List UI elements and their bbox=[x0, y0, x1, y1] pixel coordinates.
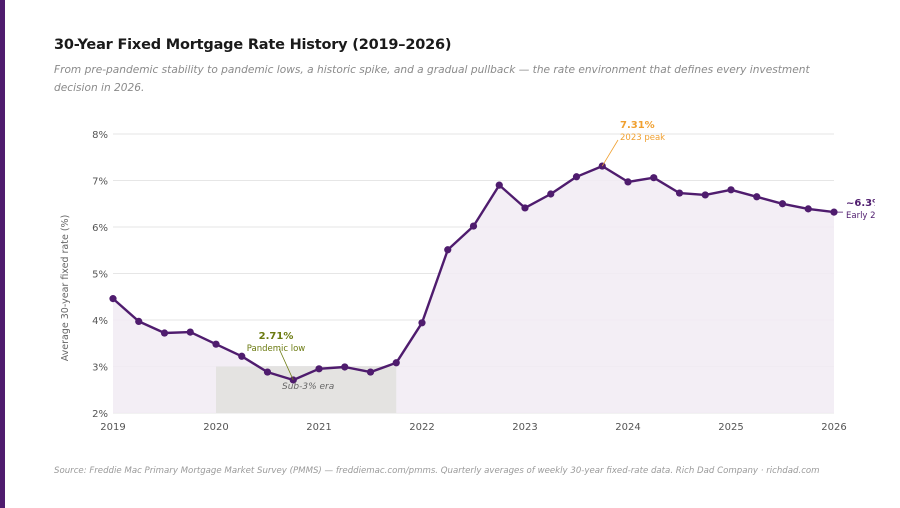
data-point bbox=[727, 186, 735, 194]
x-tick-label: 2021 bbox=[306, 422, 331, 433]
x-tick-label: 2026 bbox=[821, 422, 846, 433]
x-tick-label: 2024 bbox=[615, 422, 640, 433]
pandemic-low-value: 2.71% bbox=[259, 331, 294, 342]
data-point bbox=[547, 190, 555, 198]
area-fill bbox=[113, 166, 834, 413]
x-tick-label: 2019 bbox=[100, 422, 125, 433]
source-footnote: Source: Freddie Mac Primary Mortgage Mar… bbox=[54, 466, 820, 476]
chart-area: 2% 3% 4% 5% 6% 7% 8% 2019 2020 2021 2022 2023 2024 20… bbox=[60, 120, 875, 433]
x-tick-label: 2020 bbox=[203, 422, 228, 433]
accent-bar bbox=[0, 0, 5, 508]
data-point bbox=[160, 329, 169, 337]
data-point bbox=[135, 317, 143, 325]
peak-label: 2023 peak bbox=[620, 133, 665, 143]
line-chart: 2% 3% 4% 5% 6% 7% 8% 2019 2020 2021 2022 2023 2024 20… bbox=[60, 120, 875, 433]
data-point bbox=[186, 328, 194, 336]
x-tick-label: 2023 bbox=[512, 422, 537, 433]
chart-subtitle: From pre-pandemic stability to pandemic … bbox=[54, 64, 810, 94]
data-point bbox=[572, 173, 581, 181]
end-value: ~6.3% bbox=[846, 198, 875, 209]
data-point bbox=[778, 200, 787, 208]
data-point bbox=[444, 246, 452, 254]
sub-3-era-label: Sub-3% era bbox=[282, 382, 334, 392]
x-tick-label: 2022 bbox=[409, 422, 434, 433]
data-point bbox=[521, 204, 529, 212]
pandemic-low-leader bbox=[278, 348, 294, 381]
data-point bbox=[238, 352, 246, 360]
y-tick-label: 7% bbox=[92, 177, 108, 188]
data-point bbox=[263, 368, 272, 376]
data-point bbox=[366, 368, 375, 376]
data-point bbox=[753, 193, 761, 201]
data-point bbox=[624, 178, 632, 186]
pandemic-low-label: Pandemic low bbox=[247, 344, 306, 354]
y-tick-label: 6% bbox=[92, 223, 108, 234]
data-point bbox=[341, 363, 349, 371]
peak-leader bbox=[601, 139, 619, 167]
data-point bbox=[675, 189, 684, 197]
chart-title: 30-Year Fixed Mortgage Rate History (201… bbox=[54, 37, 452, 53]
data-point bbox=[701, 191, 709, 199]
x-tick-label: 2025 bbox=[718, 422, 743, 433]
y-tick-label: 8% bbox=[92, 130, 108, 141]
peak-value: 7.31% bbox=[620, 120, 655, 131]
y-axis-label: Average 30-year fixed rate (%) bbox=[60, 215, 71, 362]
data-point bbox=[469, 222, 478, 230]
data-point bbox=[418, 319, 426, 327]
data-point bbox=[804, 205, 812, 213]
y-tick-label: 2% bbox=[92, 409, 108, 420]
y-tick-label: 4% bbox=[92, 316, 108, 327]
data-point bbox=[212, 340, 220, 348]
y-tick-label: 3% bbox=[92, 363, 108, 374]
data-point bbox=[495, 181, 503, 189]
data-point bbox=[650, 174, 658, 182]
end-label: Early 2026 bbox=[846, 211, 875, 221]
data-point bbox=[392, 359, 400, 367]
data-point bbox=[315, 365, 323, 373]
data-point bbox=[109, 295, 117, 303]
y-tick-label: 5% bbox=[92, 270, 108, 281]
